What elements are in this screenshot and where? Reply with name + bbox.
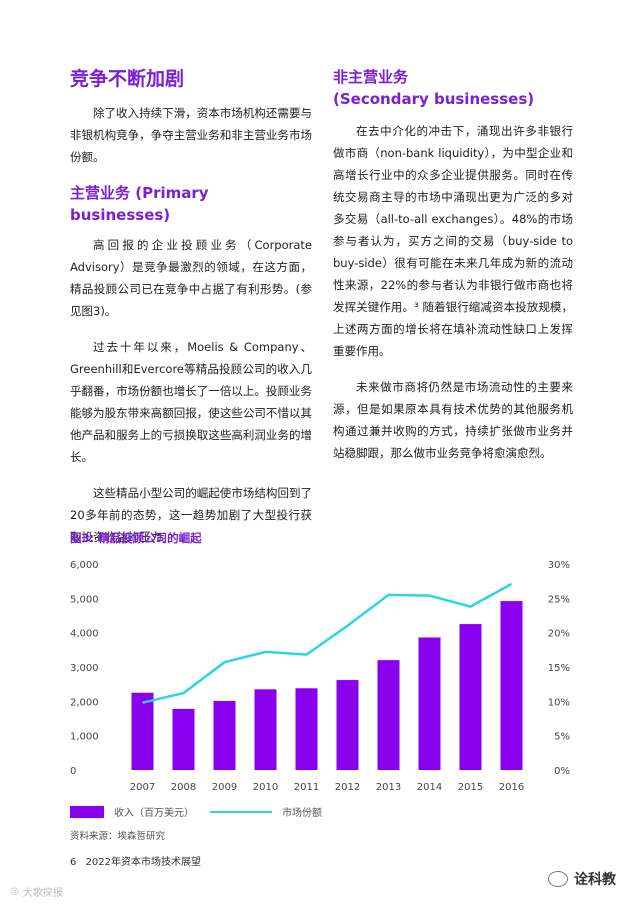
revenue-bar [172,708,195,770]
body-paragraph: 未来做市商将仍然是市场流动性的主要来源，但是如果原本具有技术优势的其他服务机构通… [333,380,573,460]
y-left-tick-label: 4,000 [70,629,99,640]
y-right-tick-label: 25% [548,594,570,605]
x-tick-label: 2016 [499,782,524,793]
body-paragraph: 高回报的企业投顾业务（Corporate Advisory）是竞争最激烈的领域，… [70,238,312,318]
revenue-bar [418,637,441,770]
source-note: 资料来源：埃森哲研究 [70,831,166,842]
revenue-bar [336,680,359,770]
revenue-bar [459,624,482,770]
watermark-text: 大歌探报 [22,888,63,899]
watermark-text: 诠科教 [574,872,616,888]
legend-item-revenue: 收入（百万美元） [70,804,194,819]
y-left-tick-label: 2,000 [70,697,99,708]
secondary-title: 非主营业务 [333,68,409,86]
y-right-tick-label: 5% [554,732,570,743]
y-left-tick-label: 0 [70,766,76,777]
primary-subtitle: 主营业务 (Primary businesses) [70,184,209,224]
secondary-subtitle: (Secondary businesses) [333,90,535,108]
x-tick-label: 2010 [253,782,278,793]
legend-label: 市场份额 [282,808,322,819]
legend-bar-swatch [70,805,104,818]
revenue-bar [295,688,318,770]
chart-title: 图3: 精品投顾公司的崛起 [70,531,202,545]
x-tick-label: 2012 [335,782,360,793]
x-tick-label: 2011 [294,782,319,793]
page-number: 6 [70,857,77,868]
left-column: 竞争不断加剧 除了收入持续下滑，资本市场机构还需要与非银机构竞争，争夺主营业务和… [70,66,312,562]
intro-paragraph: 除了收入持续下滑，资本市场机构还需要与非银机构竞争，争夺主营业务和非主营业务市场… [70,106,312,164]
x-tick-label: 2014 [417,782,442,793]
legend-label: 收入（百万美元） [114,808,194,819]
x-tick-label: 2008 [171,782,196,793]
revenue-bar [377,660,400,770]
revenue-bar [500,601,523,770]
revenue-bar [213,700,236,770]
y-right-tick-label: 10% [548,697,570,708]
legend-item-share: 市场份额 [210,804,322,819]
x-tick-label: 2007 [130,782,155,793]
page-footer: 6 2022年资本市场技术展望 [70,853,201,868]
body-paragraph: 这些精品小型公司的崛起使市场结构回到了20多年前的态势，这一趋势加剧了大型投行获… [70,486,312,544]
y-left-tick-label: 5,000 [70,594,99,605]
y-right-tick-label: 15% [548,663,570,674]
x-tick-label: 2013 [376,782,401,793]
right-column: 非主营业务 (Secondary businesses) 在去中介化的冲击下，涌… [333,66,573,478]
market-share-line [142,582,513,704]
y-right-tick-label: 0% [554,766,570,777]
watermark-logo-icon: ◎ [10,886,19,897]
body-paragraph: 在去中介化的冲击下，涌现出许多非银行做市商（non-bank liquidity… [333,124,573,358]
footer-title: 2022年资本市场技术展望 [85,857,202,868]
watermark-left: ◎ 大歌探报 [10,884,63,899]
y-right-tick-label: 20% [548,629,570,640]
y-left-tick-label: 1,000 [70,732,99,743]
watermark-right: 诠科教 [548,869,616,889]
combo-chart: 0 1,000 2,000 3,000 4,000 5,000 6,000 0% 5% 10% 1… [70,560,570,793]
revenue-bar [254,689,277,770]
y-left-tick-label: 3,000 [70,663,99,674]
x-tick-label: 2015 [458,782,483,793]
revenue-bar [131,692,154,770]
y-right-tick-label: 30% [548,560,570,571]
y-left-tick-label: 6,000 [70,560,99,571]
wechat-icon [548,871,568,887]
body-paragraph: 过去十年以来，Moelis & Company、Greenhill和Everco… [70,340,312,464]
x-tick-label: 2009 [212,782,237,793]
legend-line-swatch [210,810,272,813]
section-title: 竞争不断加剧 [70,68,185,90]
